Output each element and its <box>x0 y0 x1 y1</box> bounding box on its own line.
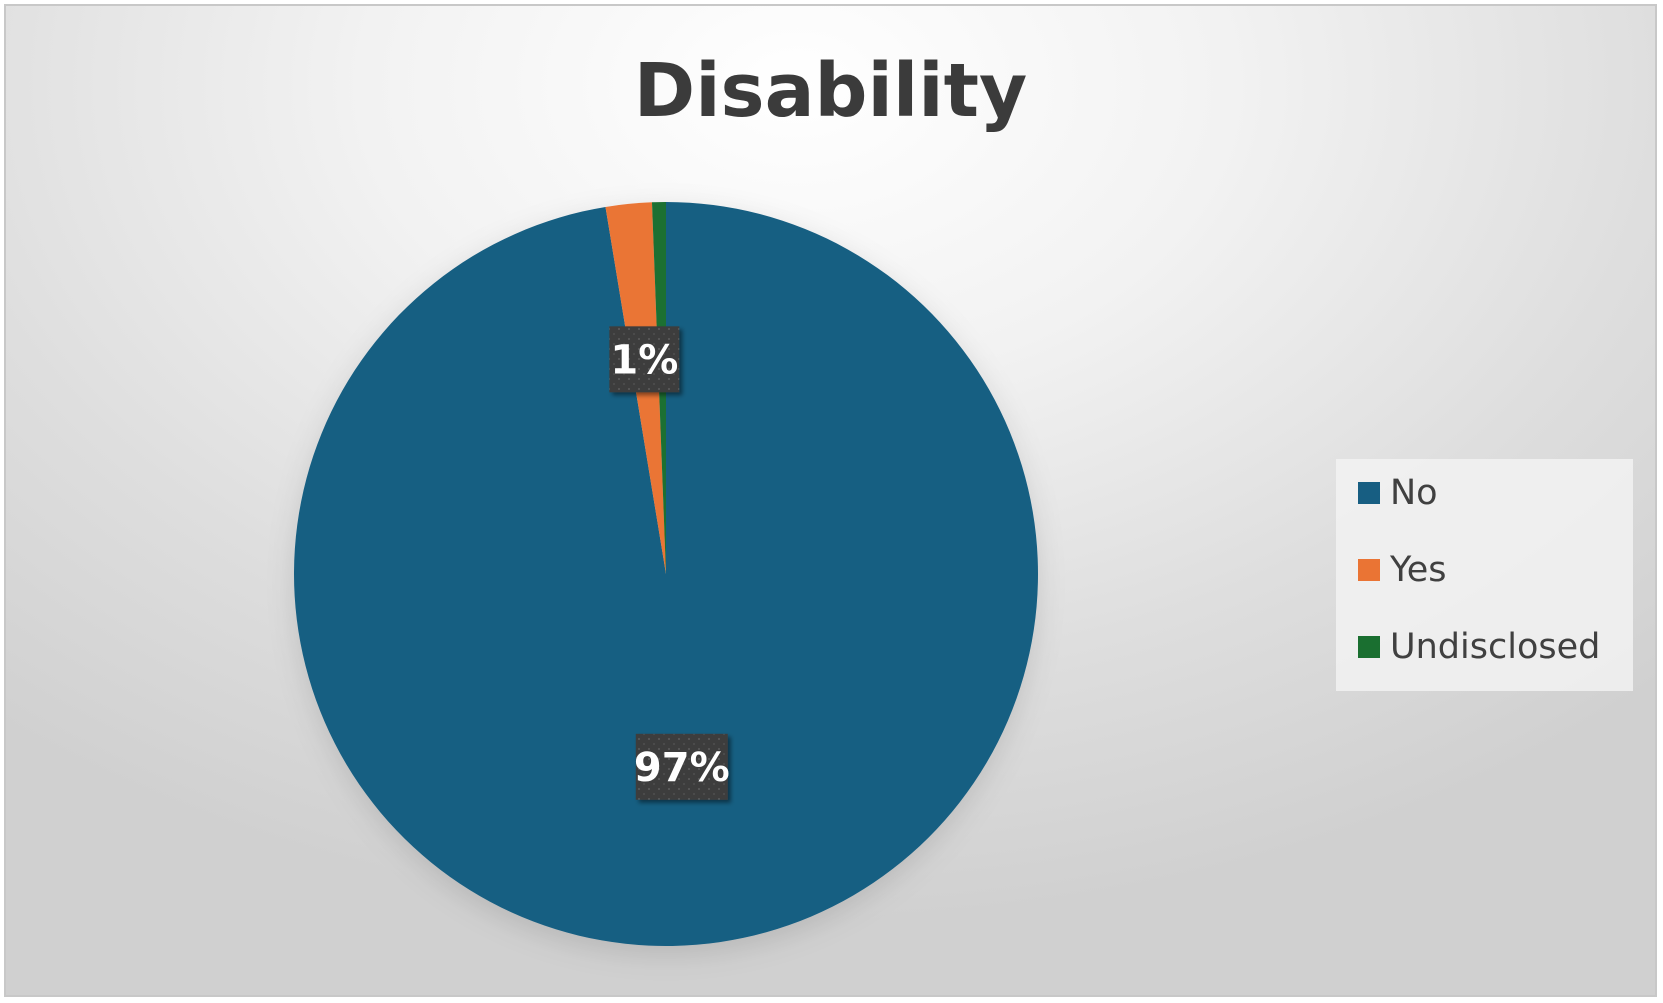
data-label-box <box>609 326 680 393</box>
chart-title: Disability <box>633 48 1028 134</box>
data-label-yes: 1% <box>609 326 680 393</box>
legend-item-yes: Yes <box>1358 550 1447 590</box>
chart-area: Disability 97% 1% No Yes Undisclosed <box>4 4 1657 997</box>
data-label-text: 1% <box>610 337 678 383</box>
legend-swatch <box>1358 482 1380 504</box>
data-label-text: 97% <box>634 745 730 791</box>
legend-label: Yes <box>1390 550 1447 590</box>
legend: No Yes Undisclosed <box>1336 459 1633 691</box>
legend-item-undisclosed: Undisclosed <box>1358 627 1600 667</box>
data-label-no: 97% <box>634 733 730 800</box>
legend-label: No <box>1390 473 1438 513</box>
pie-chart: 97% 1% <box>293 202 1038 946</box>
legend-item-no: No <box>1358 473 1438 513</box>
legend-swatch <box>1358 636 1380 658</box>
legend-swatch <box>1358 559 1380 581</box>
legend-label: Undisclosed <box>1390 627 1601 667</box>
data-label-box <box>635 733 728 800</box>
